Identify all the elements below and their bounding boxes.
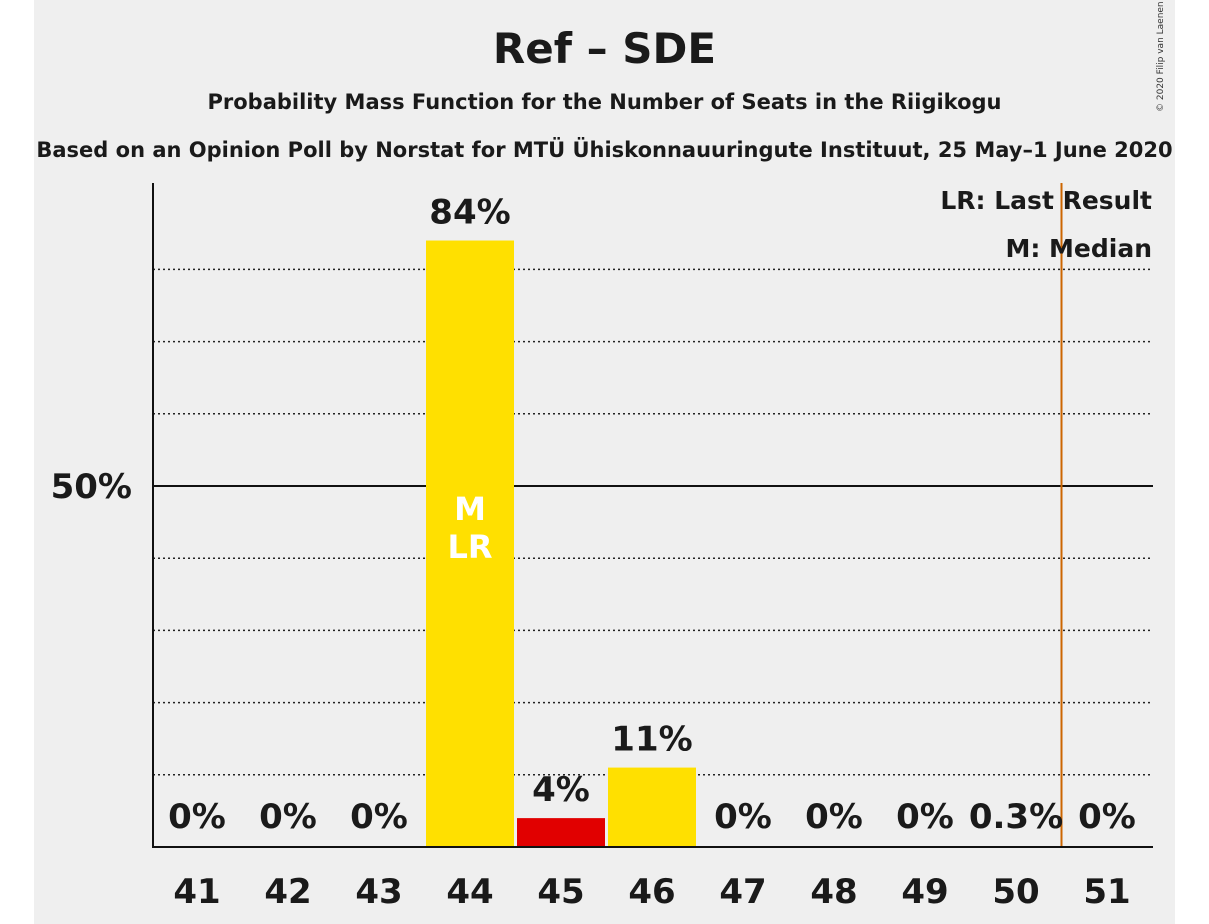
- x-tick-label: 50: [992, 872, 1039, 912]
- x-tick-label: 42: [264, 872, 311, 912]
- bars: [426, 240, 696, 847]
- bar-seat-45: [517, 818, 605, 847]
- value-label: 11%: [611, 720, 692, 760]
- x-tick-label: 46: [628, 872, 675, 912]
- chart-panel: [34, 0, 1175, 924]
- value-label: 0%: [168, 797, 226, 837]
- value-label: 0%: [896, 797, 954, 837]
- bar-seat-46: [608, 767, 696, 847]
- axes: 50%: [51, 183, 1153, 848]
- value-label: 0.3%: [969, 797, 1063, 837]
- x-tick-label: 43: [355, 872, 402, 912]
- value-label: 84%: [429, 193, 510, 233]
- x-tick-label: 51: [1083, 872, 1130, 912]
- x-tick-label: 41: [173, 872, 220, 912]
- value-label: 0%: [259, 797, 317, 837]
- value-label: 4%: [532, 770, 590, 810]
- x-tick-label: 47: [719, 872, 766, 912]
- chart-subtitle: Probability Mass Function for the Number…: [207, 90, 1002, 114]
- bar-seat-44: [426, 240, 514, 847]
- x-tick-label: 48: [810, 872, 857, 912]
- last-result-marker: LR: [447, 528, 492, 566]
- y-tick-label: 50%: [51, 467, 132, 507]
- value-label: 0%: [805, 797, 863, 837]
- chart-title: Ref – SDE: [492, 24, 717, 73]
- value-label: 0%: [350, 797, 408, 837]
- value-label: 0%: [1078, 797, 1136, 837]
- value-label: 0%: [714, 797, 772, 837]
- x-tick-label: 45: [537, 872, 584, 912]
- x-tick-label: 49: [901, 872, 948, 912]
- value-labels: 0% 41 0% 42 0% 43 84% 44 4% 45 11% 46 0% 47 0% 48 0% 49 0.…: [168, 193, 1136, 912]
- chart-source: Based on an Opinion Poll by Norstat for …: [36, 138, 1173, 162]
- median-marker: M: [454, 490, 486, 528]
- legend-last-result: LR: Last Result: [940, 186, 1152, 215]
- x-tick-label: 44: [446, 872, 493, 912]
- legend-median: M: Median: [1005, 234, 1152, 263]
